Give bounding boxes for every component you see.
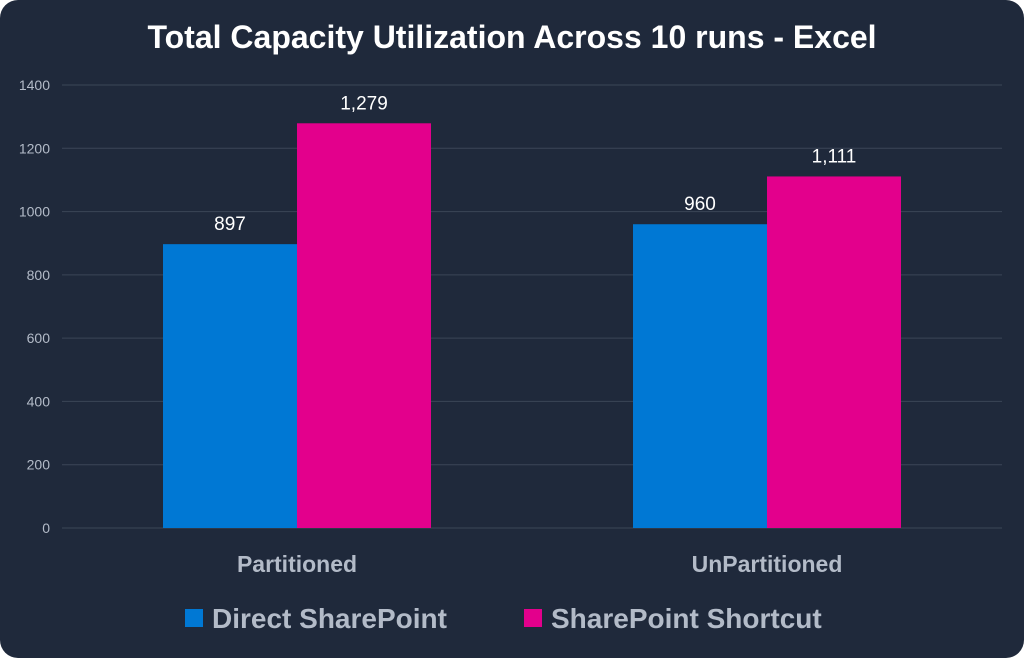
bar-direct-sharepoint-partitioned: [163, 244, 297, 528]
data-label: 1,111: [812, 146, 857, 167]
y-tick-label: 0: [42, 520, 50, 536]
data-label: 1,279: [340, 93, 388, 114]
y-tick-label: 1000: [19, 204, 50, 220]
legend-swatch: [524, 609, 542, 627]
bars: [163, 123, 901, 529]
legend-label: Direct SharePoint: [212, 603, 447, 634]
bar-direct-sharepoint-unpartitioned: [633, 224, 767, 528]
legend-swatch: [185, 609, 203, 627]
data-label: 960: [684, 194, 716, 215]
bar-sharepoint-shortcut-partitioned: [297, 123, 431, 529]
y-tick-label: 1200: [19, 140, 50, 156]
y-tick-label: 1400: [19, 77, 50, 93]
y-axis-ticks: 0 200 400 600 800 1000 1200 1400: [19, 77, 50, 536]
y-tick-label: 400: [27, 393, 51, 409]
bar-sharepoint-shortcut-unpartitioned: [767, 176, 901, 528]
y-tick-label: 200: [27, 457, 51, 473]
y-tick-label: 800: [27, 267, 51, 283]
chart-title: Total Capacity Utilization Across 10 run…: [147, 19, 876, 55]
legend: Direct SharePoint SharePoint Shortcut: [185, 603, 822, 634]
data-label: 897: [214, 214, 246, 235]
category-label: Partitioned: [237, 551, 357, 577]
category-label: UnPartitioned: [692, 551, 843, 577]
category-labels: Partitioned UnPartitioned: [237, 551, 842, 577]
y-tick-label: 600: [27, 330, 51, 346]
data-labels: 897 1,279 960 1,111: [214, 93, 856, 235]
legend-label: SharePoint Shortcut: [551, 603, 822, 634]
